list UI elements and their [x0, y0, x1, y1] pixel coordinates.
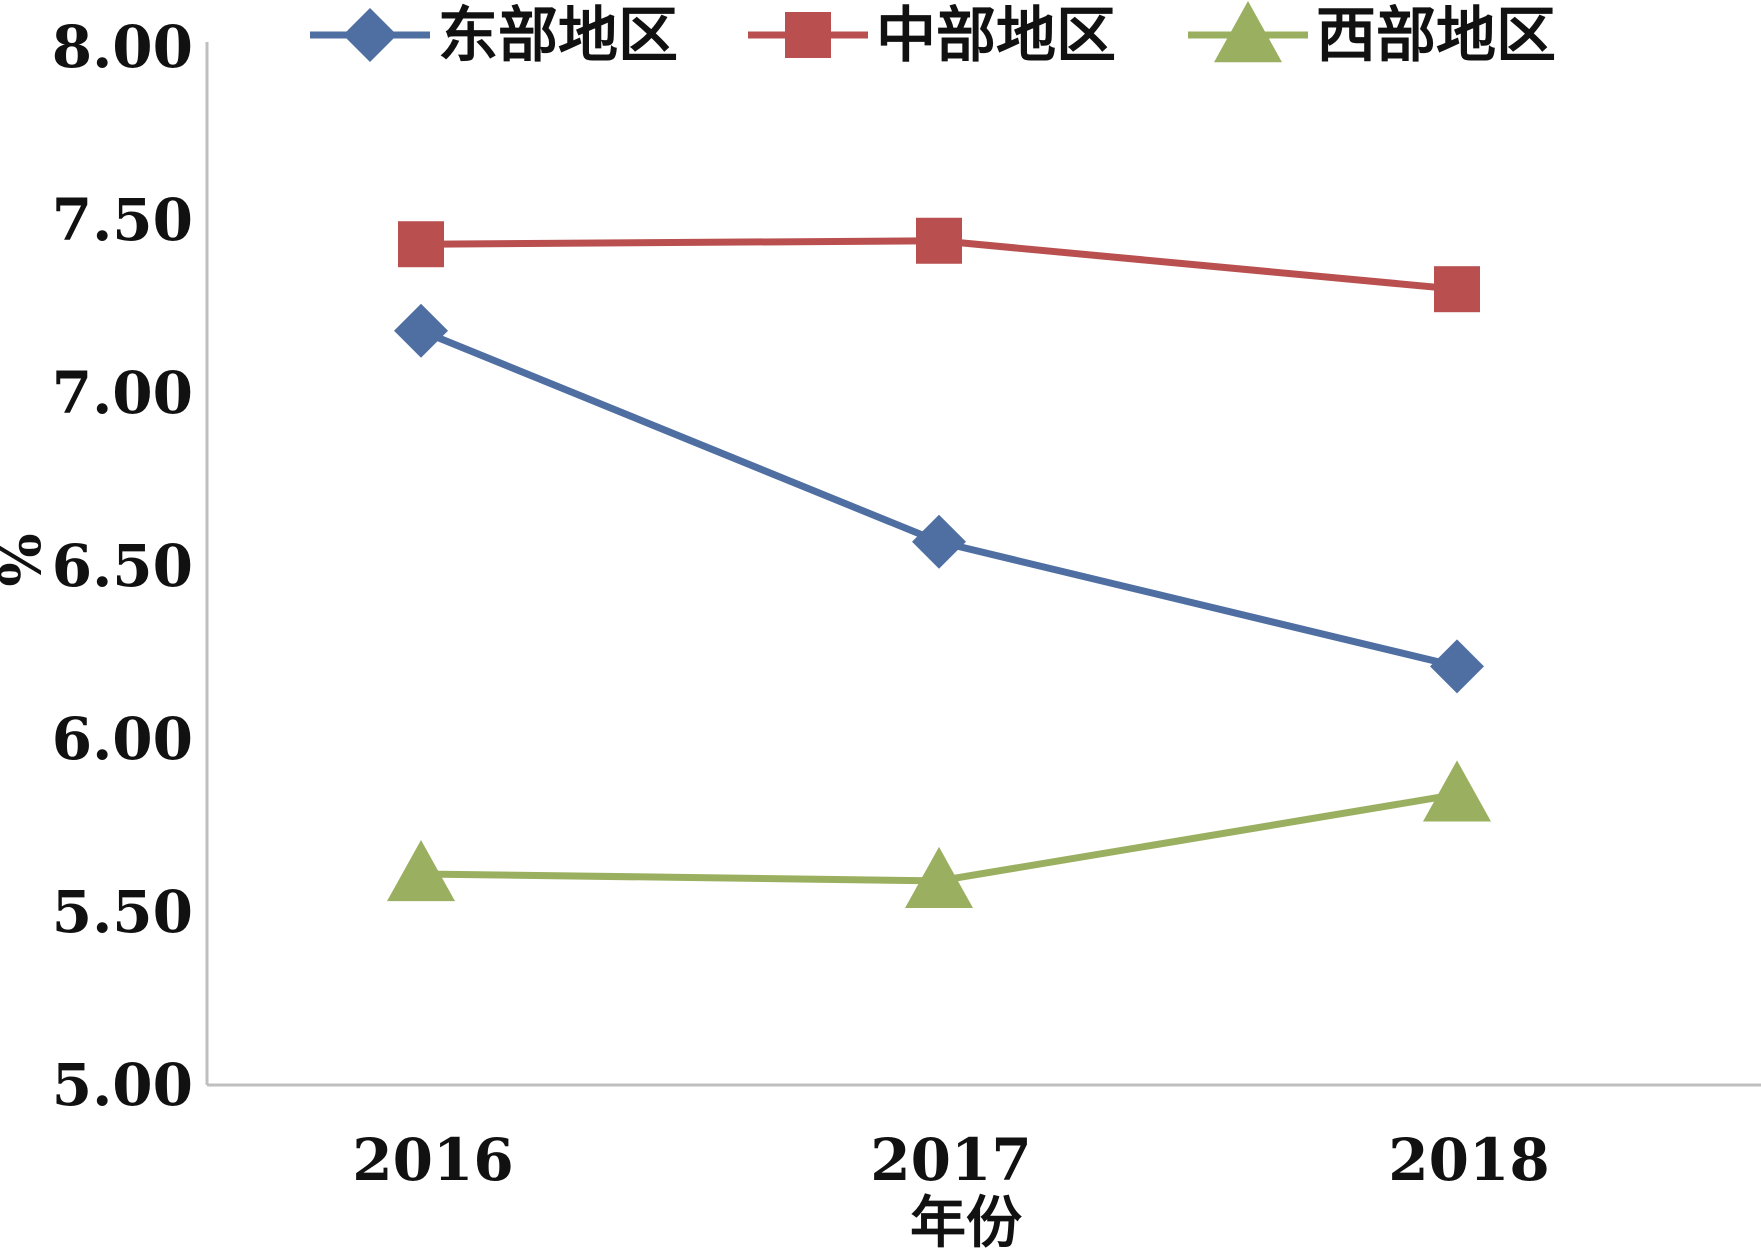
legend-label: 中部地区: [876, 1, 1116, 71]
y-tick-label: 6.00: [52, 705, 193, 773]
legend-item: 东部地区: [310, 1, 678, 71]
y-tick-label: 8.00: [52, 13, 193, 81]
data-point-marker: [398, 221, 444, 268]
data-point-marker: [1434, 266, 1480, 313]
legend-label: 东部地区: [438, 1, 678, 71]
data-point-marker: [394, 303, 448, 358]
data-point-marker: [905, 846, 973, 909]
legend-marker: [1214, 1, 1282, 63]
legend-item: 西部地区: [1188, 1, 1556, 71]
data-point-marker: [1430, 639, 1484, 694]
series-1: [394, 303, 1484, 694]
x-tick-labels: 2016 2017 2018: [352, 1126, 1549, 1194]
y-tick-label: 7.00: [52, 359, 193, 427]
y-tick-label: 6.50: [52, 532, 193, 600]
series-3: [387, 760, 1491, 909]
series-line: [419, 327, 1458, 670]
x-tick-label: 2018: [1388, 1126, 1549, 1194]
y-tick-label: 5.50: [52, 878, 193, 946]
data-point-marker: [387, 839, 455, 902]
legend-marker: [785, 12, 831, 58]
legend-marker: [343, 8, 397, 62]
axes-layer: [205, 42, 1761, 1087]
y-tick-label: 5.00: [52, 1051, 193, 1119]
legend-item: 中部地区: [748, 1, 1116, 71]
y-tick-labels: 5.00 5.50 6.00 6.50 7.00 7.50 8.00: [52, 13, 193, 1119]
series-layer: [387, 217, 1491, 909]
legend: 东部地区 中部地区 西部地区: [310, 1, 1556, 71]
y-axis-title: %: [0, 533, 54, 586]
legend-label: 西部地区: [1316, 1, 1556, 71]
data-point-marker: [916, 217, 962, 264]
series-2: [398, 217, 1480, 313]
data-point-marker: [1423, 760, 1491, 822]
x-tick-label: 2016: [352, 1126, 513, 1194]
x-axis-title: 年份: [910, 1190, 1022, 1255]
x-tick-label: 2017: [870, 1126, 1031, 1194]
y-tick-label: 7.50: [52, 186, 193, 254]
data-point-marker: [912, 514, 966, 569]
